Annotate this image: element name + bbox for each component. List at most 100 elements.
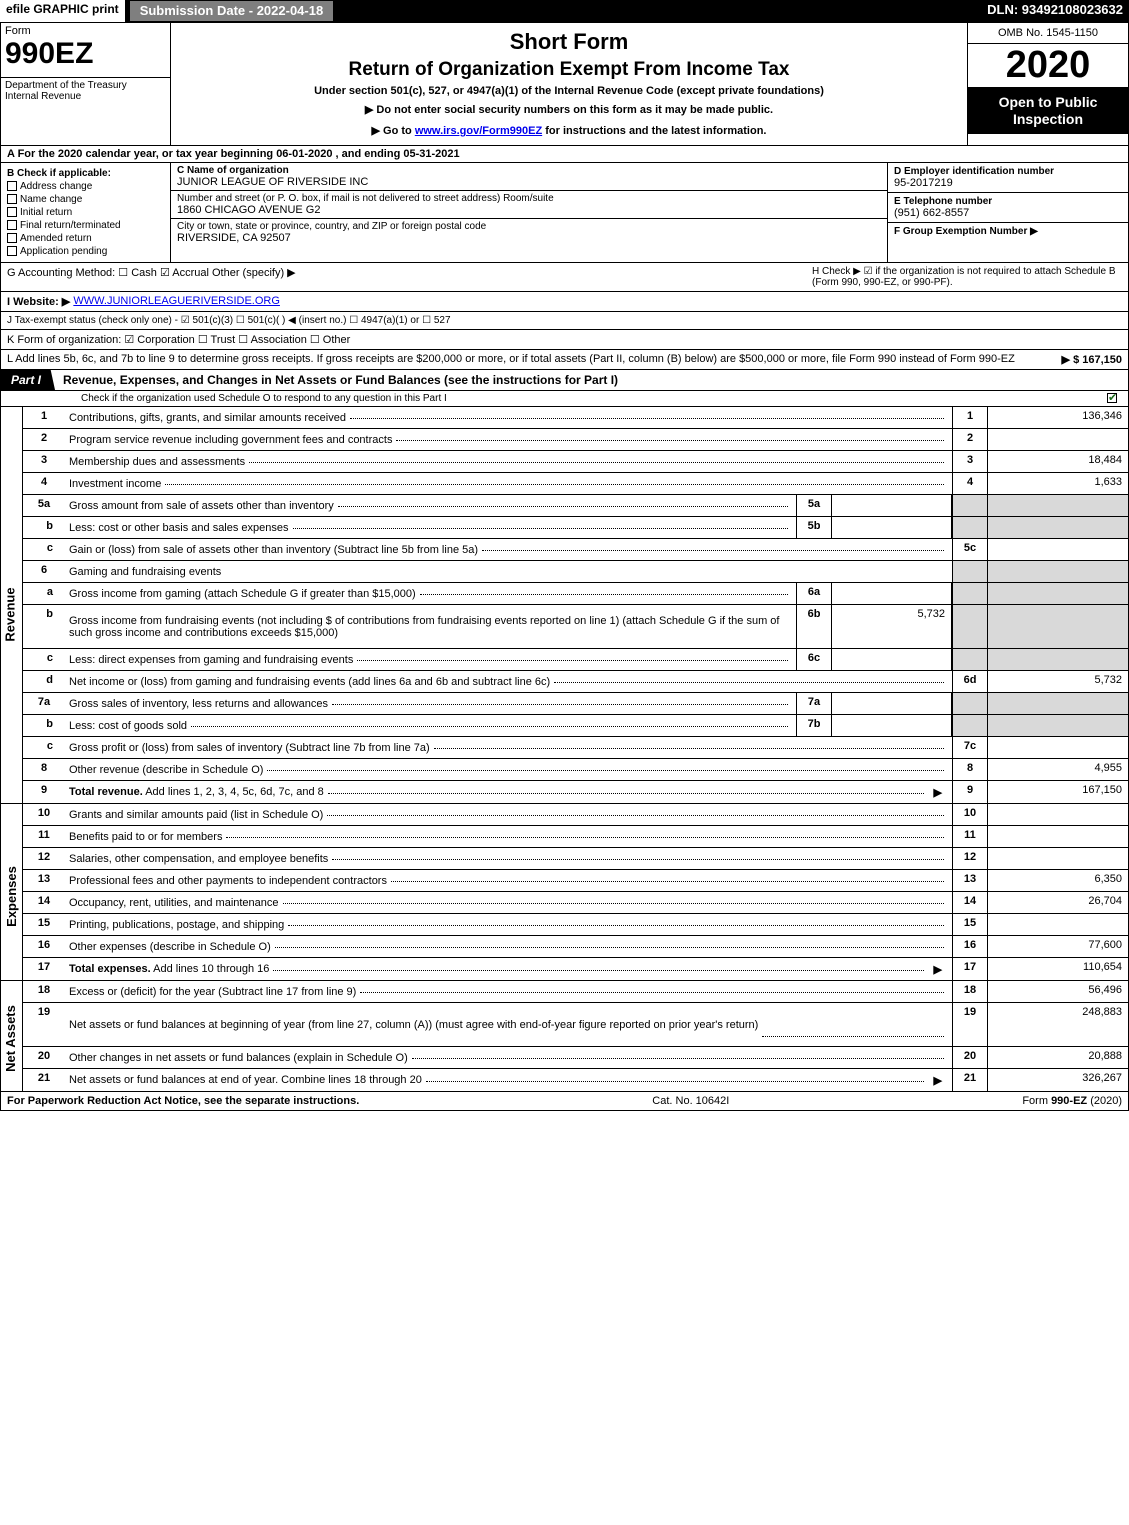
section-c: C Name of organization JUNIOR LEAGUE OF … [171,163,888,262]
right-line-value [988,649,1128,670]
arrow-icon: ▶ [928,1074,948,1087]
form-number: 990EZ [1,37,170,77]
line-item: 14Occupancy, rent, utilities, and mainte… [23,892,1128,914]
line-item: 16Other expenses (describe in Schedule O… [23,936,1128,958]
right-line-number: 20 [952,1047,988,1068]
right-line-number: 7c [952,737,988,758]
right-line-number: 21 [952,1069,988,1091]
line-text: Other expenses (describe in Schedule O) [65,936,952,957]
right-line-value [988,848,1128,869]
expenses-block: Expenses 10Grants and similar amounts pa… [0,804,1129,981]
org-address: 1860 CHICAGO AVENUE G2 [177,204,320,216]
irs-link[interactable]: www.irs.gov/Form990EZ [415,125,542,137]
c-label: C Name of organization [177,165,881,176]
line-item: 19Net assets or fund balances at beginni… [23,1003,1128,1047]
right-line-number [952,693,988,714]
row-l-gross-receipts: L Add lines 5b, 6c, and 7b to line 9 to … [0,350,1129,370]
line-number: 8 [23,759,65,780]
ein: 95-2017219 [894,177,953,189]
part1-header: Part I Revenue, Expenses, and Changes in… [0,370,1129,391]
line-text: Gross income from fundraising events (no… [65,605,796,648]
line-item: 9Total revenue. Add lines 1, 2, 3, 4, 5c… [23,781,1128,803]
line-item: 5aGross amount from sale of assets other… [23,495,1128,517]
mid-line-number: 7a [796,693,832,714]
mid-line-value [832,715,952,736]
gross-receipts-amount: ▶ $ 167,150 [1062,353,1122,366]
line-text: Net assets or fund balances at beginning… [65,1003,952,1046]
right-line-number: 6d [952,671,988,692]
right-line-number: 3 [952,451,988,472]
right-line-number [952,495,988,516]
note-ssn: ▶ Do not enter social security numbers o… [179,99,959,120]
line-number: d [23,671,65,692]
line-text: Total revenue. Add lines 1, 2, 3, 4, 5c,… [65,781,952,803]
right-line-number: 8 [952,759,988,780]
line-number: 15 [23,914,65,935]
header-left: Form 990EZ Department of the Treasury In… [1,23,171,145]
revenue-block: Revenue 1Contributions, gifts, grants, a… [0,407,1129,804]
right-line-value [988,737,1128,758]
line-item: cGross profit or (loss) from sales of in… [23,737,1128,759]
right-line-number: 15 [952,914,988,935]
right-line-number [952,715,988,736]
line-text: Less: cost or other basis and sales expe… [65,517,796,538]
footer-left: For Paperwork Reduction Act Notice, see … [7,1095,359,1107]
right-line-number: 5c [952,539,988,560]
right-line-value: 77,600 [988,936,1128,957]
right-line-value [988,914,1128,935]
arrow-icon: ▶ [928,963,948,976]
right-line-number: 19 [952,1003,988,1046]
mid-line-number: 6a [796,583,832,604]
right-line-number [952,583,988,604]
line-text: Contributions, gifts, grants, and simila… [65,407,952,428]
row-gh: G Accounting Method: ☐ Cash ☑ Accrual Ot… [0,263,1129,292]
line-item: 12Salaries, other compensation, and empl… [23,848,1128,870]
footer-catno: Cat. No. 10642I [359,1095,1022,1107]
line-item: 8Other revenue (describe in Schedule O)8… [23,759,1128,781]
line-item: 20Other changes in net assets or fund ba… [23,1047,1128,1069]
right-line-number: 4 [952,473,988,494]
f-label: F Group Exemption Number ▶ [894,226,1038,237]
right-line-value: 1,633 [988,473,1128,494]
side-label-netassets: Net Assets [1,981,23,1091]
line-number: c [23,539,65,560]
dept-treasury: Department of the Treasury Internal Reve… [1,77,170,104]
line-number: 11 [23,826,65,847]
phone: (951) 662-8557 [894,207,969,219]
line-number: 16 [23,936,65,957]
line-number: 10 [23,804,65,825]
line-text: Gross profit or (loss) from sales of inv… [65,737,952,758]
row-j-tax-exempt: J Tax-exempt status (check only one) - ☑… [0,312,1129,330]
right-line-number: 10 [952,804,988,825]
mid-line-number: 6c [796,649,832,670]
right-line-number [952,649,988,670]
right-line-value: 18,484 [988,451,1128,472]
right-line-value [988,429,1128,450]
line-number: b [23,605,65,648]
right-line-number: 16 [952,936,988,957]
right-line-value [988,605,1128,648]
line-text: Benefits paid to or for members [65,826,952,847]
line-text: Gross sales of inventory, less returns a… [65,693,796,714]
right-line-value [988,583,1128,604]
line-number: b [23,517,65,538]
line-text: Net assets or fund balances at end of ye… [65,1069,952,1091]
row-a-period: A For the 2020 calendar year, or tax yea… [0,146,1129,163]
line-text: Excess or (deficit) for the year (Subtra… [65,981,952,1002]
line-number: 3 [23,451,65,472]
schedule-o-check [1107,393,1120,404]
line-text: Less: direct expenses from gaming and fu… [65,649,796,670]
line-number: 4 [23,473,65,494]
line-item: 4Investment income41,633 [23,473,1128,495]
line-item: 1Contributions, gifts, grants, and simil… [23,407,1128,429]
b-heading: B Check if applicable: [7,167,164,180]
b-item: Amended return [7,232,164,245]
b-item: Name change [7,193,164,206]
line-item: 13Professional fees and other payments t… [23,870,1128,892]
efile-label[interactable]: efile GRAPHIC print [0,0,125,22]
mid-line-value [832,583,952,604]
row-k-org-form: K Form of organization: ☑ Corporation ☐ … [0,330,1129,350]
website-link[interactable]: WWW.JUNIORLEAGUERIVERSIDE.ORG [73,295,280,308]
right-line-value: 20,888 [988,1047,1128,1068]
part1-subnote: Check if the organization used Schedule … [0,391,1129,407]
